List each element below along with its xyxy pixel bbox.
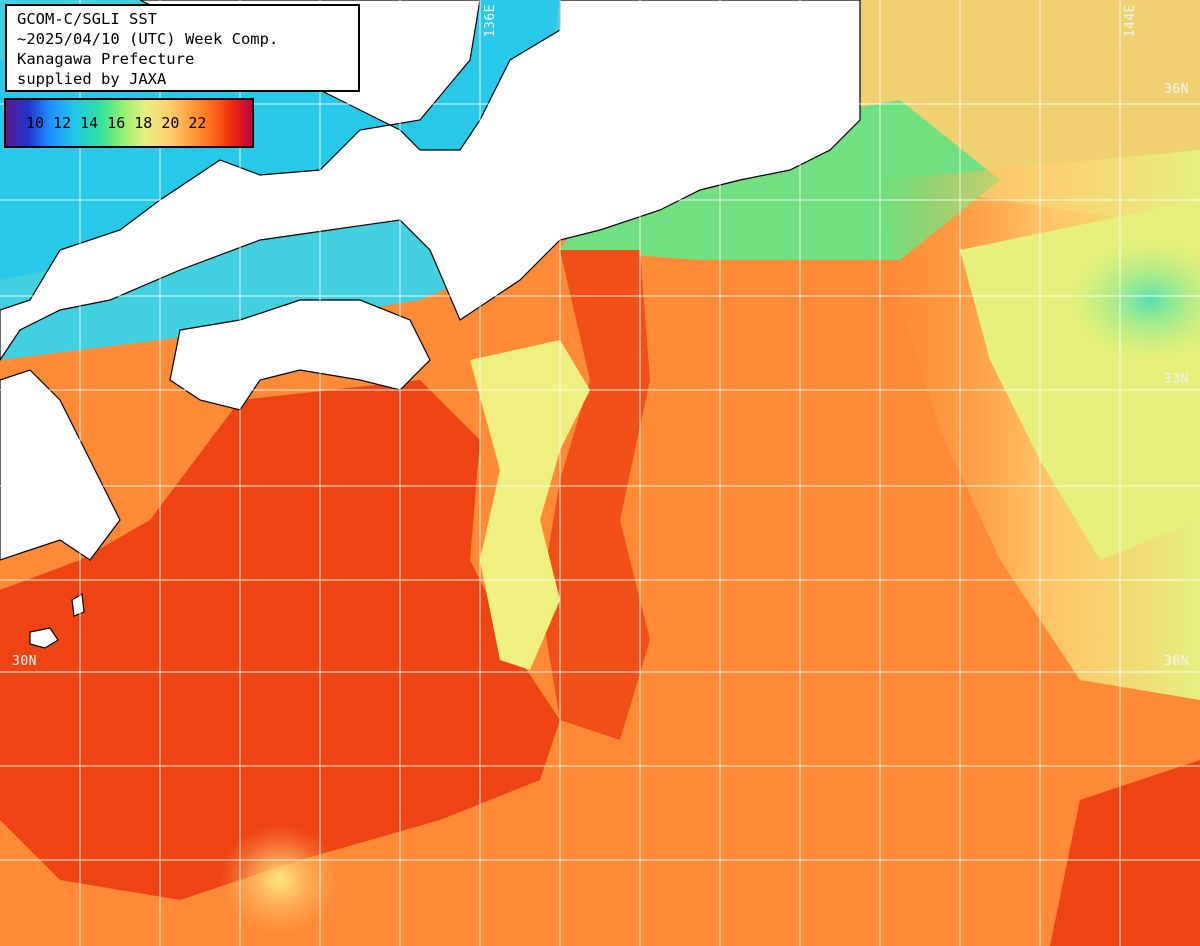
shikoku (169, 299, 431, 411)
title-line-2: ~2025/04/10 (UTC) Week Comp. (17, 30, 279, 48)
lon-label-144e: 144E (1123, 4, 1138, 38)
title-line-1: GCOM-C/SGLI SST (17, 10, 157, 28)
island-south (29, 627, 59, 649)
legend-label: 20 (161, 114, 180, 132)
color-scale-legend: 10 12 14 16 18 20 22 (4, 98, 254, 148)
legend-label: 22 (188, 114, 207, 132)
legend-label: 14 (80, 114, 99, 132)
lat-label-33n: 33N (1164, 372, 1189, 387)
lon-label-136e: 136E (483, 4, 498, 38)
kuroshio-core (0, 380, 560, 900)
lat-label-30n-left: 30N (12, 654, 37, 669)
legend-label: 10 (26, 114, 45, 132)
lat-label-30n-right: 30N (1164, 654, 1189, 669)
title-line-4: supplied by JAXA (17, 70, 167, 88)
lat-label-36n: 36N (1164, 82, 1189, 97)
legend-label: 18 (134, 114, 153, 132)
legend-label: 12 (53, 114, 72, 132)
legend-labels: 10 12 14 16 18 20 22 (26, 114, 206, 132)
island-south-2 (71, 593, 85, 617)
warm-blob-south (220, 825, 340, 935)
legend-label: 16 (107, 114, 126, 132)
title-box: GCOM-C/SGLI SST ~2025/04/10 (UTC) Week C… (5, 4, 360, 92)
title-line-3: Kanagawa Prefecture (17, 50, 195, 68)
cold-eddy (1070, 240, 1200, 360)
